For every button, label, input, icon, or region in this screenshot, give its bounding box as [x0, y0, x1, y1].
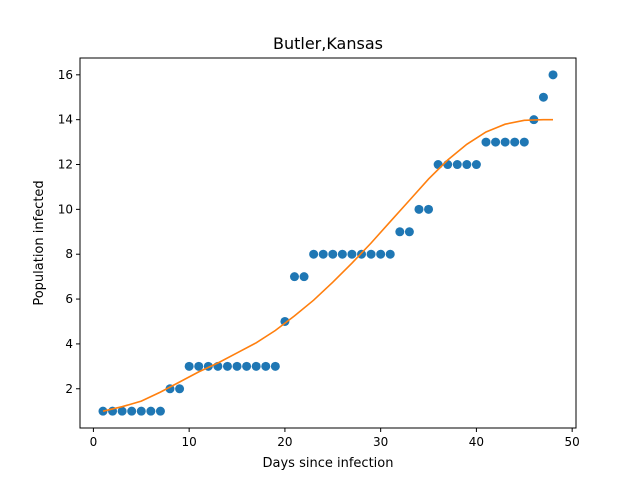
y-tick-label: 16 [58, 68, 73, 82]
x-axis-label: Days since infection [263, 456, 394, 471]
scatter-point [155, 406, 165, 416]
scatter-point [424, 204, 434, 214]
x-tick-label: 10 [182, 435, 197, 449]
scatter-point [289, 272, 299, 282]
y-tick-label: 6 [65, 292, 73, 306]
scatter-point [232, 361, 242, 371]
scatter-point [194, 361, 204, 371]
chart-title: Butler,Kansas [273, 34, 383, 53]
x-tick-label: 0 [90, 435, 98, 449]
x-tick-label: 20 [277, 435, 292, 449]
scatter-point [127, 406, 137, 416]
scatter-point [481, 137, 491, 147]
scatter-point [471, 160, 481, 170]
scatter-point [414, 204, 424, 214]
scatter-point [328, 249, 338, 259]
scatter-point [136, 406, 146, 416]
scatter-point [146, 406, 156, 416]
scatter-point [519, 137, 529, 147]
y-tick-label: 12 [58, 158, 73, 172]
scatter-point [280, 316, 290, 326]
scatter-point [98, 406, 108, 416]
scatter-point [376, 249, 386, 259]
scatter-point [117, 406, 127, 416]
scatter-point [261, 361, 271, 371]
scatter-point [222, 361, 232, 371]
scatter-point [347, 249, 357, 259]
scatter-point [462, 160, 472, 170]
scatter-point [443, 160, 453, 170]
scatter-point [309, 249, 319, 259]
scatter-point [500, 137, 510, 147]
scatter-point [510, 137, 520, 147]
scatter-point [452, 160, 462, 170]
scatter-point [175, 384, 185, 394]
scatter-point [433, 160, 443, 170]
scatter-point [337, 249, 347, 259]
scatter-point [395, 227, 405, 237]
y-tick-label: 2 [65, 382, 73, 396]
scatter-point [538, 92, 548, 102]
scatter-point [491, 137, 501, 147]
plot-area [98, 70, 558, 416]
y-tick-label: 8 [65, 247, 73, 261]
scatter-point [318, 249, 328, 259]
fit-curve-line [102, 118, 553, 412]
scatter-point [404, 227, 414, 237]
x-tick-label: 40 [469, 435, 484, 449]
axis-ticks: 0 10 20 30 40 50 2 4 6 8 10 12 14 16 [58, 68, 580, 449]
x-tick-label: 30 [373, 435, 388, 449]
scatter-point [242, 361, 252, 371]
x-tick-label: 50 [565, 435, 580, 449]
y-tick-label: 14 [58, 113, 73, 127]
scatter-point [299, 272, 309, 282]
scatter-point [251, 361, 261, 371]
y-tick-label: 4 [65, 337, 73, 351]
y-axis-label: Population infected [32, 180, 47, 305]
scatter-point [385, 249, 395, 259]
scatter-point [184, 361, 194, 371]
plot-frame [79, 57, 577, 429]
scatter-point [548, 70, 558, 80]
scatter-point [270, 361, 280, 371]
scatter-point [366, 249, 376, 259]
y-tick-label: 10 [58, 202, 73, 216]
